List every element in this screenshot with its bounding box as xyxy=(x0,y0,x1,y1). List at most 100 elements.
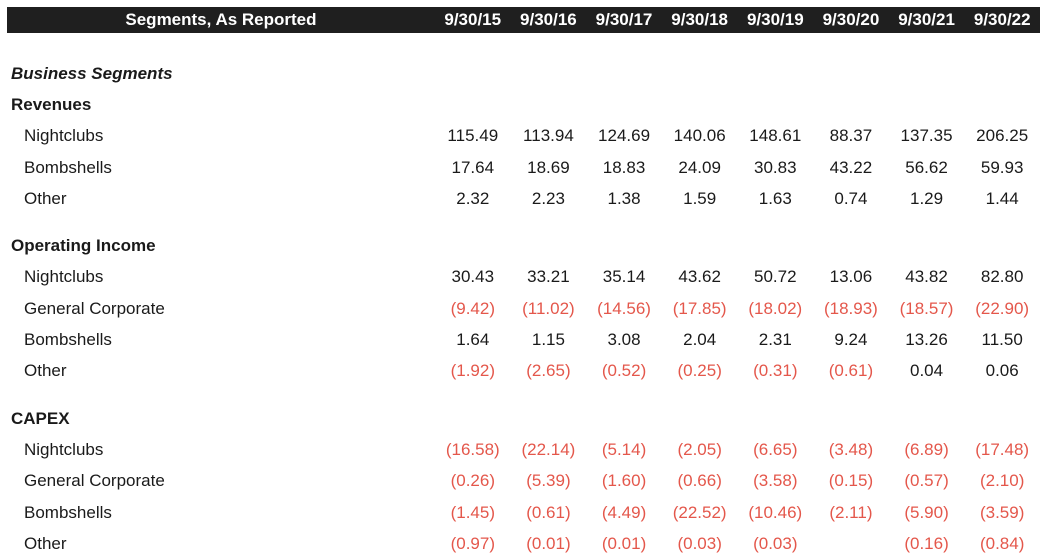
row-label: Bombshells xyxy=(24,157,112,177)
table-cell: 113.94 xyxy=(523,126,574,146)
table-cell: 0.04 xyxy=(910,361,944,381)
period-header: 9/30/16 xyxy=(520,10,577,29)
table-cell: (0.61) xyxy=(828,361,874,381)
table-cell: (1.92) xyxy=(450,361,495,381)
section-heading-row: CAPEX xyxy=(7,403,1040,434)
row-label: Other xyxy=(24,361,67,381)
table-cell: (6.89) xyxy=(904,439,949,459)
table-cell: (0.26) xyxy=(450,471,495,491)
row-label: Other xyxy=(24,533,67,553)
table-cell: 2.31 xyxy=(758,330,792,350)
table-cell: 43.82 xyxy=(905,267,948,287)
table-cell: 11.50 xyxy=(981,330,1023,350)
section-heading-row: Revenues xyxy=(7,89,1040,120)
period-header: 9/30/21 xyxy=(898,10,955,29)
table-cell: 33.21 xyxy=(527,267,570,287)
period-header: 9/30/22 xyxy=(973,10,1031,29)
table-row: Other (0.97) (0.01) (0.01) (0.03) (0.03) (0.16… xyxy=(7,528,1040,559)
table-cell: (0.16) xyxy=(904,533,949,553)
table-cell: (0.15) xyxy=(828,471,874,491)
row-label: Nightclubs xyxy=(24,267,104,287)
table-row: Bombshells (1.45) (0.61) (4.49) (22.52) (10.4… xyxy=(7,497,1040,528)
table-body: Business Segments Revenues Nightclubs 115.4… xyxy=(7,58,1040,559)
section-gap xyxy=(7,387,1040,403)
table-cell: 1.38 xyxy=(607,188,641,208)
section-heading: Revenues xyxy=(11,94,92,114)
table-cell: 88.37 xyxy=(829,126,873,146)
table-cell: (0.03) xyxy=(677,533,722,553)
section-heading: Operating Income xyxy=(11,236,156,256)
table-cell: (0.84) xyxy=(979,533,1025,553)
table-cell: (18.02) xyxy=(748,298,803,318)
table-cell: 82.80 xyxy=(980,267,1024,287)
row-label: Bombshells xyxy=(24,502,112,522)
table-cell: 206.25 xyxy=(976,126,1029,146)
table-cell: (18.57) xyxy=(899,298,954,318)
table-cell: 1.59 xyxy=(683,188,717,208)
table-cell: 59.93 xyxy=(980,157,1024,177)
table-cell: 43.62 xyxy=(678,267,721,287)
table-cell: 18.69 xyxy=(527,157,570,177)
table-cell: 30.43 xyxy=(451,267,495,287)
section-gap xyxy=(7,214,1040,230)
table-cell: (0.66) xyxy=(677,471,722,491)
table-cell: (5.39) xyxy=(526,471,571,491)
table-cell: (16.58) xyxy=(445,439,500,459)
table-cell: (0.01) xyxy=(601,533,647,553)
period-header: 9/30/17 xyxy=(595,10,653,29)
table-cell: 30.83 xyxy=(754,157,797,177)
table-cell: (3.59) xyxy=(979,502,1025,522)
table-cell: (2.65) xyxy=(526,361,571,381)
table-cell: (22.52) xyxy=(672,502,727,522)
section-heading-row: Operating Income xyxy=(7,230,1040,261)
header-spacer xyxy=(7,33,1040,58)
table-cell: 124.69 xyxy=(598,126,651,146)
table-cell: 115.49 xyxy=(447,126,499,146)
table-cell: (17.85) xyxy=(672,298,727,318)
table-cell: (5.90) xyxy=(904,502,949,522)
table-cell: 1.29 xyxy=(910,188,944,208)
table-cell: (18.93) xyxy=(823,298,878,318)
table-row: Nightclubs 115.49 113.94 124.69 140.06 148.61… xyxy=(7,121,1040,152)
table-cell: (0.97) xyxy=(450,533,495,553)
table-cell: (0.01) xyxy=(526,533,571,553)
table-row: General Corporate (0.26) (5.39) (1.60) (0.66… xyxy=(7,466,1040,497)
table-cell: 0.74 xyxy=(834,188,868,208)
table-row: General Corporate (9.42) (11.02) (14.56) (17… xyxy=(7,293,1040,324)
table-cell: (3.58) xyxy=(753,471,798,491)
table-cell: (0.57) xyxy=(904,471,949,491)
table-cell: 35.14 xyxy=(602,267,646,287)
table-cell: (1.60) xyxy=(601,471,647,491)
table-cell: 56.62 xyxy=(905,157,948,177)
table-cell: (4.49) xyxy=(601,502,647,522)
period-header: 9/30/18 xyxy=(671,10,729,29)
table-cell: (22.14) xyxy=(521,439,576,459)
table-cell: 24.09 xyxy=(678,157,721,177)
table-cell: (22.90) xyxy=(975,298,1030,318)
table-cell: (5.14) xyxy=(601,439,647,459)
table-header: Segments, As Reported 9/30/15 9/30/16 9/… xyxy=(7,7,1040,33)
table-cell: (0.03) xyxy=(753,533,798,553)
segments-table: Segments, As Reported 9/30/15 9/30/16 9/… xyxy=(7,7,1040,559)
table-cell: (3.48) xyxy=(828,439,874,459)
table-cell: 0.06 xyxy=(985,361,1019,381)
section-heading: Business Segments xyxy=(11,63,173,83)
period-header: 9/30/19 xyxy=(746,10,804,29)
table-title: Segments, As Reported xyxy=(125,10,317,29)
table-cell: 3.08 xyxy=(607,330,641,350)
row-label: Nightclubs xyxy=(24,439,104,459)
table-cell: (1.45) xyxy=(450,502,495,522)
table-row: Bombshells 1.64 1.15 3.08 2.04 2.31 9.24 13.26 1… xyxy=(7,324,1040,355)
section-heading: CAPEX xyxy=(11,408,70,428)
table-cell: 2.04 xyxy=(683,330,717,350)
row-label: General Corporate xyxy=(24,471,165,491)
table-cell: (6.65) xyxy=(753,439,798,459)
table-cell: (11.02) xyxy=(522,298,575,318)
table-cell: 137.35 xyxy=(900,126,953,146)
table-cell: 13.06 xyxy=(829,267,873,287)
table-cell: 17.64 xyxy=(451,157,495,177)
table-cell: (14.56) xyxy=(597,298,651,318)
table-cell: (10.46) xyxy=(748,502,803,522)
table-cell: 148.61 xyxy=(749,126,802,146)
table-cell: 13.26 xyxy=(905,330,948,350)
